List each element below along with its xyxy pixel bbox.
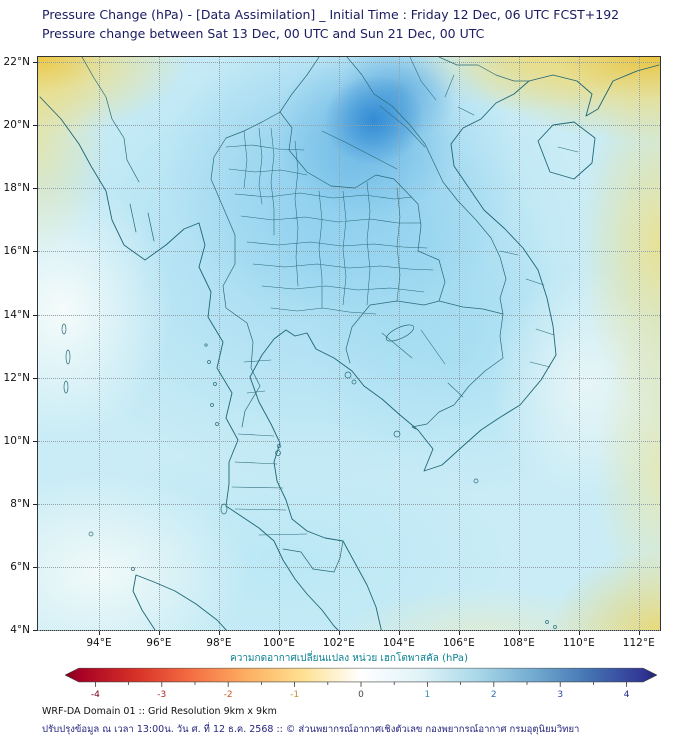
y-tick-label: 8°N [10,497,30,510]
figure-header: Pressure Change (hPa) - [Data Assimilati… [42,7,619,41]
x-tick-label: 112°E [622,637,655,649]
gridline-vertical [638,57,640,630]
gridline-horizontal [38,566,660,568]
colorbar-tick-label: -2 [223,690,233,700]
x-tick-mark [458,631,460,635]
page-subtitle: Pressure change between Sat 13 Dec, 00 U… [42,26,485,41]
y-tick-mark [33,188,37,190]
gridline-horizontal [38,503,660,505]
x-tick-mark [278,631,280,635]
footer-update-info: ปรับปรุงข้อมูล ณ เวลา 13:00น. วัน ศ. ที่… [42,724,580,735]
gridline-horizontal [38,629,660,631]
gridline-vertical [278,57,280,630]
y-tick-label: 18°N [3,182,30,195]
y-tick-label: 14°N [3,308,30,321]
colorbar-label: ความกดอากาศเปลี่ยนแปลง หน่วย เฮกโตพาสคัล… [230,653,468,664]
coastline-map [39,57,660,630]
gridline-vertical [518,57,520,630]
y-tick-mark [33,314,37,316]
y-tick-label: 16°N [3,245,30,258]
x-tick-label: 100°E [262,637,295,649]
y-tick-label: 6°N [10,560,30,573]
gridline-vertical [218,57,220,630]
x-tick-label: 104°E [382,637,415,649]
y-tick-label: 10°N [3,434,30,447]
gridline-vertical [578,57,580,630]
x-tick-mark [158,631,160,635]
map-plot [37,56,661,631]
x-tick-label: 106°E [442,637,475,649]
gridline-vertical [398,57,400,630]
colorbar-tick-label: -3 [157,690,167,700]
sumatra-coastline [132,574,227,630]
x-tick-label: 110°E [562,637,595,649]
colorbar-tick-label: -4 [90,690,100,700]
footer-domain-info: WRF-DA Domain 01 :: Grid Resolution 9km … [42,706,277,717]
x-tick-label: 94°E [86,637,112,649]
gridline-vertical [338,57,340,630]
x-tick-mark [518,631,520,635]
gridline-horizontal [38,125,660,127]
colorbar-tick-label: 3 [557,690,564,700]
x-tick-label: 108°E [502,637,535,649]
y-tick-label: 20°N [3,119,30,132]
x-tick-mark [578,631,580,635]
gridline-horizontal [38,62,660,64]
coastline-west [39,96,339,630]
x-axis: 94°E 96°E 98°E 100°E 102°E 104°E 106°E 108°E 110… [38,631,660,653]
y-tick-mark [33,251,37,253]
country-borders [81,57,530,573]
y-tick-label: 4°N [10,623,30,636]
page-title: Pressure Change (hPa) - [Data Assimilati… [42,7,620,22]
x-tick-label: 96°E [146,637,172,649]
province-boundaries [225,57,579,536]
gridline-horizontal [38,188,660,190]
tonle-sap-lake [385,324,415,342]
figure-footer: WRF-DA Domain 01 :: Grid Resolution 9km … [42,706,579,737]
y-tick-label: 12°N [3,371,30,384]
x-tick-mark [218,631,220,635]
y-tick-mark [33,629,37,631]
y-tick-mark [33,503,37,505]
colorbar-gradient-bar [65,667,657,687]
colorbar-tick-label: 0 [358,690,364,700]
y-tick-mark [33,377,37,379]
y-tick-mark [33,440,37,442]
colorbar-tick-label: 2 [490,690,497,700]
hainan-island [537,121,596,180]
gridline-vertical [458,57,460,630]
gridline-vertical [98,57,100,630]
pressure-change-field [38,57,660,630]
y-tick-label: 22°N [3,56,30,69]
gridline-horizontal [38,314,660,316]
x-tick-label: 102°E [322,637,355,649]
colorbar-tick-label: 1 [424,690,431,700]
y-tick-mark [33,62,37,64]
colorbar-tick-label: -1 [290,690,300,700]
gridline-horizontal [38,251,660,253]
gridline-vertical [158,57,160,630]
x-tick-label: 98°E [206,637,232,649]
y-tick-mark [33,125,37,127]
islands [61,323,557,629]
x-tick-mark [338,631,340,635]
gridline-horizontal [38,440,660,442]
coastline-east [249,64,660,630]
colorbar: -4 -3 -2 -1 0 1 2 3 4 [65,667,657,703]
colorbar-tick-label: 4 [623,690,630,700]
x-tick-mark [638,631,640,635]
y-tick-mark [33,566,37,568]
x-tick-mark [98,631,100,635]
colorbar-polygon [65,667,657,683]
x-tick-mark [398,631,400,635]
y-axis: 22°N 20°N 18°N 16°N 14°N 12°N 10°N 8°N 6°N 4°N [0,56,37,636]
colorbar-tick-labels: -4 -3 -2 -1 0 1 2 3 4 [65,690,657,702]
